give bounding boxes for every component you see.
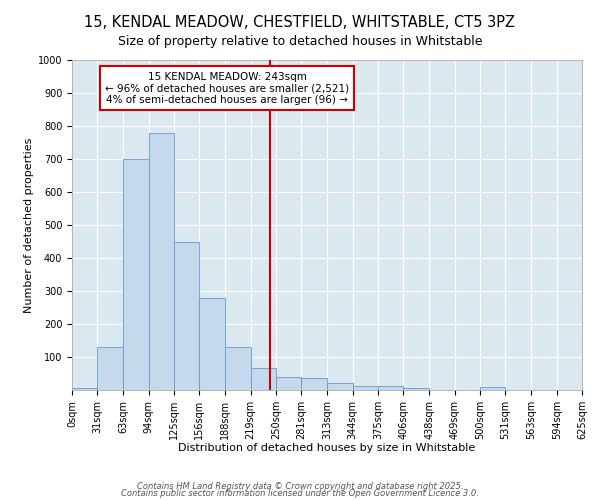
- Bar: [251, 368, 276, 390]
- Bar: [328, 382, 353, 390]
- Bar: [72, 388, 97, 390]
- Bar: [226, 347, 251, 390]
- Bar: [124, 159, 149, 390]
- Text: Contains public sector information licensed under the Open Government Licence 3.: Contains public sector information licen…: [121, 489, 479, 498]
- Text: Size of property relative to detached houses in Whitstable: Size of property relative to detached ho…: [118, 35, 482, 48]
- Bar: [378, 386, 403, 390]
- Bar: [97, 347, 124, 390]
- Bar: [403, 388, 430, 390]
- Y-axis label: Number of detached properties: Number of detached properties: [23, 138, 34, 312]
- Text: Contains HM Land Registry data © Crown copyright and database right 2025.: Contains HM Land Registry data © Crown c…: [137, 482, 463, 491]
- Text: 15 KENDAL MEADOW: 243sqm
← 96% of detached houses are smaller (2,521)
4% of semi: 15 KENDAL MEADOW: 243sqm ← 96% of detach…: [105, 72, 349, 105]
- Bar: [353, 386, 378, 390]
- Bar: [149, 132, 174, 390]
- Bar: [480, 388, 505, 390]
- Bar: [276, 378, 301, 390]
- X-axis label: Distribution of detached houses by size in Whitstable: Distribution of detached houses by size …: [178, 444, 476, 454]
- Bar: [301, 378, 328, 390]
- Bar: [174, 242, 199, 390]
- Bar: [199, 298, 226, 390]
- Text: 15, KENDAL MEADOW, CHESTFIELD, WHITSTABLE, CT5 3PZ: 15, KENDAL MEADOW, CHESTFIELD, WHITSTABL…: [85, 15, 515, 30]
